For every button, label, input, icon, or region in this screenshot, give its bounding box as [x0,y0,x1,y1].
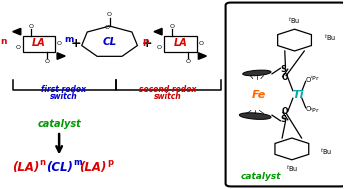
Text: O: O [281,73,288,82]
Text: Ti: Ti [292,90,304,99]
Text: $^t$Bu: $^t$Bu [289,15,301,26]
Text: (LA): (LA) [79,161,107,174]
Text: $^i$Pr: $^i$Pr [310,106,320,115]
Text: LA: LA [32,38,46,48]
Text: switch: switch [154,92,182,101]
Text: +: + [141,37,152,50]
Text: (CL): (CL) [46,161,73,174]
Text: $^t$Bu: $^t$Bu [286,163,298,174]
Text: p: p [142,37,149,46]
Text: O: O [186,59,191,64]
Text: m: m [73,159,82,167]
Text: second redox: second redox [139,85,196,94]
Text: O: O [170,24,174,29]
Ellipse shape [243,70,271,76]
Polygon shape [57,53,65,59]
Text: catalyst: catalyst [37,119,81,129]
Text: switch: switch [50,92,77,101]
Text: $^t$Bu: $^t$Bu [324,33,336,43]
Text: O: O [57,41,62,46]
Text: O: O [16,45,21,50]
FancyBboxPatch shape [226,3,344,186]
Text: S: S [281,65,287,74]
Text: O: O [105,25,109,30]
Text: n: n [1,37,7,46]
Text: $^t$Bu: $^t$Bu [320,146,332,156]
Text: O: O [157,45,162,50]
Text: catalyst: catalyst [241,172,281,181]
Text: O: O [198,41,203,46]
Text: LA: LA [173,38,187,48]
Text: Fe: Fe [251,90,266,99]
Polygon shape [154,28,162,35]
Text: O: O [281,107,288,116]
Text: S: S [281,115,287,124]
Text: CL: CL [103,37,117,47]
Text: O: O [305,77,311,83]
Text: O: O [45,59,50,64]
Polygon shape [198,53,206,59]
Text: first redox: first redox [41,85,86,94]
Text: O: O [107,12,112,17]
Polygon shape [13,28,21,35]
Text: +: + [71,37,81,50]
Text: n: n [40,159,46,167]
Ellipse shape [239,113,271,119]
Text: (LA): (LA) [12,161,40,174]
Text: m: m [64,35,74,44]
Text: O: O [305,106,311,112]
Text: O: O [28,24,33,29]
Text: p: p [107,159,113,167]
Text: $^i$Pr: $^i$Pr [310,74,320,83]
